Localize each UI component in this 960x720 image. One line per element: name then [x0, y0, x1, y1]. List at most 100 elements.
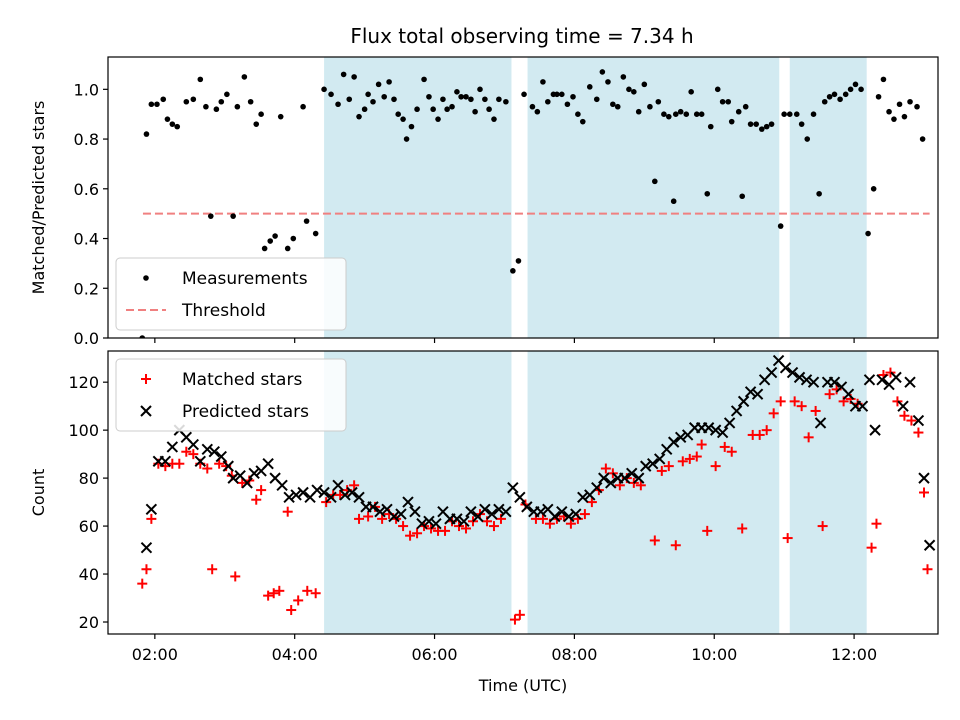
measurement-point: [290, 235, 297, 242]
predicted-point: [388, 510, 400, 523]
measurement-point: [698, 111, 705, 117]
measurement-point: [886, 108, 892, 115]
measurement-point: [781, 111, 787, 117]
matched-point: [363, 511, 374, 522]
predicted-point: [800, 374, 813, 386]
measurement-point: [672, 111, 679, 117]
measurement-point: [503, 98, 509, 105]
panel-bottom: 20 40 60 80 100 120 02:00 04:00 06:00 08:00 10:00 1…: [29, 350, 939, 695]
measurement-point: [403, 136, 410, 142]
plot-area: [137, 354, 936, 625]
predicted-point: [876, 374, 888, 386]
matched-point: [146, 513, 157, 524]
matched-point: [302, 585, 313, 596]
matched-point: [871, 518, 882, 529]
predicted-point: [140, 541, 153, 554]
matched-point: [702, 525, 713, 536]
predicted-point: [290, 489, 302, 501]
predicted-point: [667, 436, 680, 448]
legend-label: Predicted stars: [182, 402, 309, 422]
measurement-point: [463, 93, 469, 100]
predicted-point: [869, 424, 881, 436]
matched-point: [509, 614, 520, 625]
predicted-point: [166, 441, 179, 453]
predicted-point: [918, 472, 930, 484]
matched-point: [137, 578, 148, 589]
y-tick-label: 120: [68, 373, 99, 392]
y-tick-label: 40: [79, 565, 99, 584]
measurement-point: [277, 113, 284, 120]
legend-box: [115, 358, 347, 432]
measurement-point: [635, 108, 642, 115]
predicted-point: [409, 505, 421, 518]
predicted-point: [318, 486, 330, 499]
measurement-point: [351, 74, 357, 80]
measurement-point: [444, 106, 450, 113]
measurement-point: [554, 91, 560, 98]
measurement-point: [190, 96, 197, 103]
legend: Measurements Threshold: [115, 257, 347, 331]
measurement-point: [768, 121, 775, 127]
matched-point: [768, 408, 779, 419]
predicted-point: [828, 376, 841, 388]
matched-point: [719, 441, 730, 452]
predicted-point: [598, 472, 610, 484]
measurement-point: [826, 93, 833, 100]
predicted-point: [194, 455, 207, 468]
measurement-point: [837, 96, 843, 103]
predicted-point: [458, 515, 470, 527]
measurement-point: [735, 108, 742, 115]
measurement-point: [477, 86, 483, 93]
shaded-interval-1: [527, 351, 780, 634]
predicted-point: [786, 366, 799, 379]
matched-point: [268, 588, 279, 599]
predicted-point: [737, 395, 750, 408]
measurement-point: [816, 190, 822, 197]
matched-point: [866, 542, 877, 553]
matched-point: [906, 415, 917, 426]
measurement-point: [272, 233, 278, 239]
measurement-point: [852, 81, 859, 88]
measurement-point: [728, 118, 735, 125]
measurement-point: [230, 213, 236, 219]
measurement-point: [896, 101, 903, 108]
predicted-point: [577, 491, 589, 504]
matched-point: [922, 564, 933, 575]
matched-point: [286, 605, 297, 616]
predicted-point: [159, 455, 172, 468]
measurement-point: [148, 101, 155, 108]
predicted-point: [765, 366, 778, 379]
legend-label: Measurements: [182, 269, 308, 289]
predicted-point: [402, 496, 414, 508]
predicted-point: [451, 513, 463, 525]
measurement-point: [174, 123, 181, 130]
measurement-point: [842, 91, 849, 98]
matched-point: [461, 523, 472, 534]
measurement-point: [346, 96, 353, 103]
measurement-point: [482, 96, 488, 103]
predicted-point: [500, 505, 512, 518]
measurement-point: [865, 230, 871, 237]
predicted-point: [793, 371, 806, 384]
measurement-point: [408, 123, 415, 130]
predicted-point: [563, 510, 575, 523]
axes-frame: [107, 56, 939, 339]
measurement-point: [395, 111, 401, 117]
measurement-point: [614, 103, 621, 110]
x-tick-label: 02:00: [132, 645, 178, 664]
measurement-point: [858, 86, 864, 93]
predicted-point: [856, 400, 869, 412]
measurement-point: [626, 86, 632, 93]
measurement-point: [875, 93, 882, 100]
matched-point: [188, 449, 199, 460]
measurement-point: [661, 111, 667, 117]
measurement-point: [143, 131, 150, 137]
predicted-point: [145, 503, 158, 515]
measurement-point: [655, 98, 662, 105]
measurement-point: [253, 121, 260, 127]
measurement-point: [426, 93, 432, 100]
measurement-point: [218, 98, 225, 105]
measurement-point: [435, 116, 441, 122]
matched-point: [207, 564, 218, 575]
